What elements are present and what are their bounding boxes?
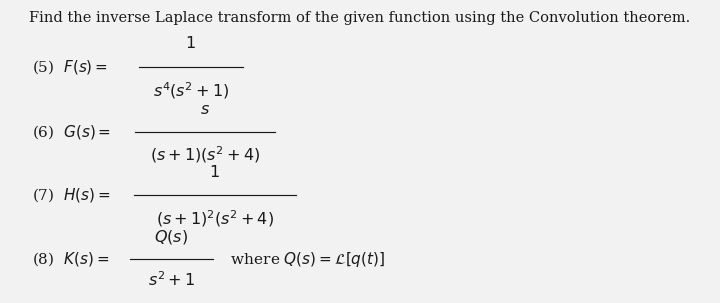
Text: (7)  $H(s) = $: (7) $H(s) = $ xyxy=(32,186,111,205)
Text: (5)  $F(s) = $: (5) $F(s) = $ xyxy=(32,58,109,76)
Text: (8)  $K(s) = $: (8) $K(s) = $ xyxy=(32,250,109,268)
Text: $s$: $s$ xyxy=(200,101,210,118)
Text: $Q(s)$: $Q(s)$ xyxy=(154,228,189,246)
Text: $(s+1)^2(s^2+4)$: $(s+1)^2(s^2+4)$ xyxy=(156,209,274,229)
Text: $1$: $1$ xyxy=(210,164,220,181)
Text: $1$: $1$ xyxy=(186,35,196,52)
Text: $(s+1)(s^2+4)$: $(s+1)(s^2+4)$ xyxy=(150,144,261,165)
Text: where $Q(s) = \mathcal{L}[q(t)]$: where $Q(s) = \mathcal{L}[q(t)]$ xyxy=(226,250,385,268)
Text: $s^2+1$: $s^2+1$ xyxy=(148,271,195,290)
Text: Find the inverse Laplace transform of the given function using the Convolution t: Find the inverse Laplace transform of th… xyxy=(30,11,690,25)
Text: $s^4(s^2+1)$: $s^4(s^2+1)$ xyxy=(153,80,229,101)
Text: (6)  $G(s) = $: (6) $G(s) = $ xyxy=(32,123,112,141)
